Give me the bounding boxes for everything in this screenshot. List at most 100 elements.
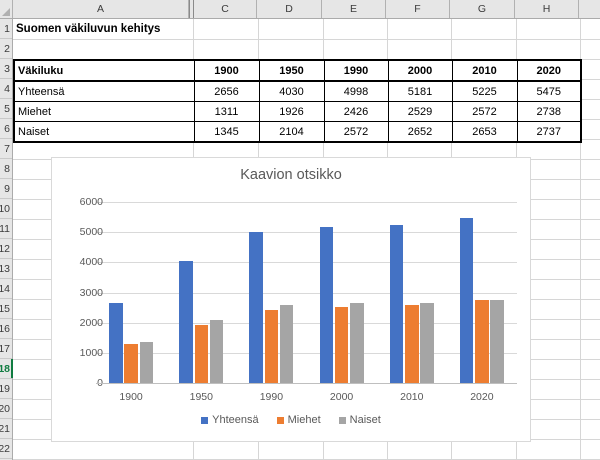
x-axis-tick-label[interactable]: 2020 xyxy=(470,391,494,403)
row-header-3[interactable]: 3 xyxy=(0,59,12,79)
cell-value[interactable]: 1345 xyxy=(193,121,260,143)
x-axis-tick-label[interactable]: 1900 xyxy=(119,391,143,403)
bar-miehet-1990[interactable] xyxy=(264,309,279,383)
row-header-15[interactable]: 15 xyxy=(0,299,12,319)
bar-naiset-1900[interactable] xyxy=(139,342,154,383)
chart-gridline xyxy=(96,232,517,234)
embedded-chart[interactable]: Kaavion otsikko 010002000300040005000600… xyxy=(51,157,531,442)
cell-value[interactable]: 2652 xyxy=(387,121,453,143)
table-header-row: Väkiluku 1900 1950 1990 2000 2010 2020 xyxy=(13,59,582,82)
row-header-9[interactable]: 9 xyxy=(0,179,12,199)
y-axis-tick-label[interactable]: 1000 xyxy=(79,346,103,359)
bar-naiset-1990[interactable] xyxy=(279,305,294,383)
table-header-year[interactable]: 1990 xyxy=(323,59,389,82)
row-label[interactable]: Miehet xyxy=(13,101,195,122)
row-header-10[interactable]: 10 xyxy=(0,199,12,219)
sheet-grid[interactable]: Suomen väkiluvun kehitys Väkiluku 1900 195… xyxy=(13,19,600,460)
row-header-8[interactable]: 8 xyxy=(0,159,12,179)
cell-value[interactable]: 1311 xyxy=(193,101,260,122)
table-header-year[interactable]: 1900 xyxy=(193,59,260,82)
select-all-button[interactable] xyxy=(0,0,13,18)
cell-value[interactable]: 2572 xyxy=(323,121,389,143)
column-header-D[interactable]: D xyxy=(257,0,322,18)
y-axis-tick-label[interactable]: 2000 xyxy=(79,316,103,329)
row-header-18[interactable]: 18 xyxy=(0,359,13,379)
bar-naiset-2000[interactable] xyxy=(350,303,364,383)
bar-miehet-1900[interactable] xyxy=(124,343,138,383)
row-header-6[interactable]: 6 xyxy=(0,119,12,139)
bar-miehet-2020[interactable] xyxy=(475,300,489,383)
row-header-5[interactable]: 5 xyxy=(0,99,12,119)
y-axis-tick-label[interactable]: 3000 xyxy=(79,286,103,299)
cell-value[interactable]: 2572 xyxy=(451,101,518,122)
y-axis-tick-label[interactable]: 5000 xyxy=(79,226,103,239)
cell-value[interactable]: 2656 xyxy=(193,80,260,102)
bar-naiset-2020[interactable] xyxy=(490,300,504,383)
column-header-A[interactable]: A xyxy=(13,0,189,18)
bar-yhteensä-2010[interactable] xyxy=(389,225,404,383)
column-header-C[interactable]: C xyxy=(194,0,257,18)
column-header-E[interactable]: E xyxy=(322,0,386,18)
cell-value[interactable]: 2653 xyxy=(451,121,518,143)
x-axis-tick-label[interactable]: 1990 xyxy=(259,391,284,403)
bar-miehet-2010[interactable] xyxy=(405,305,419,383)
row-header-20[interactable]: 20 xyxy=(0,399,12,419)
row-header-14[interactable]: 14 xyxy=(0,279,12,299)
table-header-year[interactable]: 2020 xyxy=(516,59,582,82)
row-header-17[interactable]: 17 xyxy=(0,339,12,359)
bar-yhteensä-1990[interactable] xyxy=(249,232,263,383)
bar-yhteensä-2020[interactable] xyxy=(459,217,474,383)
cell-value[interactable]: 1926 xyxy=(258,101,325,122)
row-header-7[interactable]: 7 xyxy=(0,139,12,159)
bar-miehet-2000[interactable] xyxy=(334,306,349,383)
row-header-19[interactable]: 19 xyxy=(0,379,12,399)
y-axis-tick-label[interactable]: 4000 xyxy=(79,256,103,269)
row-header-11[interactable]: 11 xyxy=(0,219,12,239)
row-header-4[interactable]: 4 xyxy=(0,79,12,99)
x-axis-tick-label[interactable]: 2000 xyxy=(329,391,354,403)
chart-title[interactable]: Kaavion otsikko xyxy=(240,167,342,183)
cell-value[interactable]: 5225 xyxy=(451,80,518,102)
table-header-label[interactable]: Väkiluku xyxy=(13,59,195,82)
bar-miehet-1950[interactable] xyxy=(194,324,208,383)
column-header-F[interactable]: F xyxy=(386,0,450,18)
bar-naiset-2010[interactable] xyxy=(420,303,434,383)
row-header-16[interactable]: 16 xyxy=(0,319,12,339)
x-axis-tick-label[interactable]: 2010 xyxy=(400,391,424,403)
cell-value[interactable]: 4998 xyxy=(323,80,389,102)
gridline-horizontal xyxy=(13,39,600,40)
row-header-13[interactable]: 13 xyxy=(0,259,12,279)
row-header-22[interactable]: 22 xyxy=(0,439,12,459)
column-header-G[interactable]: G xyxy=(450,0,515,18)
row-label[interactable]: Yhteensä xyxy=(13,80,195,102)
table-header-year[interactable]: 1950 xyxy=(258,59,325,82)
table-header-year[interactable]: 2000 xyxy=(387,59,453,82)
cell-value[interactable]: 4030 xyxy=(258,80,325,102)
cell-value[interactable]: 5475 xyxy=(516,80,582,102)
cell-value[interactable]: 2737 xyxy=(516,121,582,143)
column-header-H[interactable]: H xyxy=(515,0,579,18)
legend-item-yhteensä[interactable]: Yhteensä xyxy=(201,414,259,426)
row-header-12[interactable]: 12 xyxy=(0,239,12,259)
cell-value[interactable]: 2104 xyxy=(258,121,325,143)
bar-yhteensä-1950[interactable] xyxy=(179,261,193,383)
legend-item-naiset[interactable]: Naiset xyxy=(338,414,381,426)
row-header-2[interactable]: 2 xyxy=(0,39,12,59)
legend-item-miehet[interactable]: Miehet xyxy=(276,414,321,426)
cell-A1-title[interactable]: Suomen väkiluvun kehitys xyxy=(16,23,161,35)
row-header-21[interactable]: 21 xyxy=(0,419,12,439)
active-row-indicator xyxy=(11,359,13,378)
y-axis-tick-label[interactable]: 6000 xyxy=(79,196,103,208)
cell-value[interactable]: 5181 xyxy=(387,80,453,102)
table-header-year[interactable]: 2010 xyxy=(451,59,518,82)
chart-legend[interactable]: Yhteensä Miehet Naiset xyxy=(52,414,530,426)
cell-value[interactable]: 2738 xyxy=(516,101,582,122)
bar-yhteensä-2000[interactable] xyxy=(319,226,334,383)
bar-naiset-1950[interactable] xyxy=(209,319,224,383)
cell-value[interactable]: 2529 xyxy=(387,101,453,122)
row-header-1[interactable]: 1 xyxy=(0,19,12,39)
row-label[interactable]: Naiset xyxy=(13,121,195,143)
bar-yhteensä-1900[interactable] xyxy=(109,302,123,383)
cell-value[interactable]: 2426 xyxy=(323,101,389,122)
x-axis-tick-label[interactable]: 1950 xyxy=(189,391,213,403)
